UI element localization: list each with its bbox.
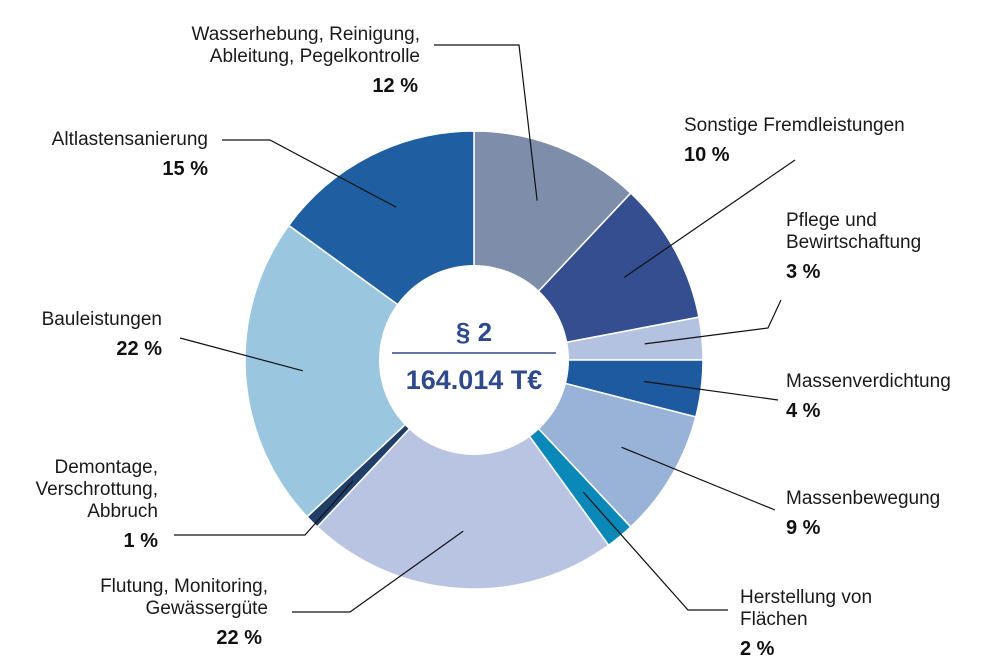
slice-label-5: Massenbewegung xyxy=(786,488,940,509)
slice-label-4: Massenverdichtung xyxy=(786,371,951,392)
leader-line-6 xyxy=(582,491,728,611)
leader-line-7 xyxy=(292,530,464,613)
leader-line-2 xyxy=(623,159,796,278)
slice-label-1: Ableitung, Pegelkontrolle xyxy=(210,46,420,67)
slice-value-6: 2 % xyxy=(740,638,775,660)
leader-line-5 xyxy=(621,446,776,511)
center-label-bottom: 164.014 T€ xyxy=(406,365,543,395)
slice-label-6: Flächen xyxy=(740,609,808,630)
slice-value-4: 4 % xyxy=(786,400,821,422)
slice-label-8: Verschrottung, xyxy=(35,479,158,500)
slice-value-1: 12 % xyxy=(372,75,418,97)
slice-label-7: Flutung, Monitoring, xyxy=(100,576,268,597)
slice-label-3: Pflege und xyxy=(786,210,877,231)
leader-line-9 xyxy=(179,337,303,372)
slice-label-2: Sonstige Fremdleistungen xyxy=(684,115,905,136)
annotations-group: Wasserhebung, Reinigung,Ableitung, Pegel… xyxy=(35,24,950,660)
leader-line-10 xyxy=(222,139,397,208)
slice-value-5: 9 % xyxy=(786,517,821,539)
center-label-top: § 2 xyxy=(456,317,492,347)
slice-value-9: 22 % xyxy=(116,338,162,360)
slice-label-6: Herstellung von xyxy=(740,587,872,608)
slice-label-8: Demontage, xyxy=(54,457,158,478)
leader-line-3 xyxy=(644,299,782,345)
slice-value-7: 22 % xyxy=(216,627,262,649)
slice-value-3: 3 % xyxy=(786,261,821,283)
slice-value-10: 15 % xyxy=(162,158,208,180)
slice-label-7: Gewässergüte xyxy=(145,598,268,619)
slice-label-10: Altlastensanierung xyxy=(52,129,208,150)
slice-label-9: Bauleistungen xyxy=(42,309,162,330)
leader-line-1 xyxy=(434,44,538,201)
slice-value-8: 1 % xyxy=(124,530,159,552)
leader-line-4 xyxy=(644,380,779,401)
slice-label-8: Abbruch xyxy=(87,501,158,522)
slice-label-3: Bewirtschaftung xyxy=(786,232,921,253)
slice-value-2: 10 % xyxy=(684,144,730,166)
leader-line-8 xyxy=(174,480,354,536)
slice-label-1: Wasserhebung, Reinigung, xyxy=(192,24,421,45)
center-hole xyxy=(379,265,569,455)
